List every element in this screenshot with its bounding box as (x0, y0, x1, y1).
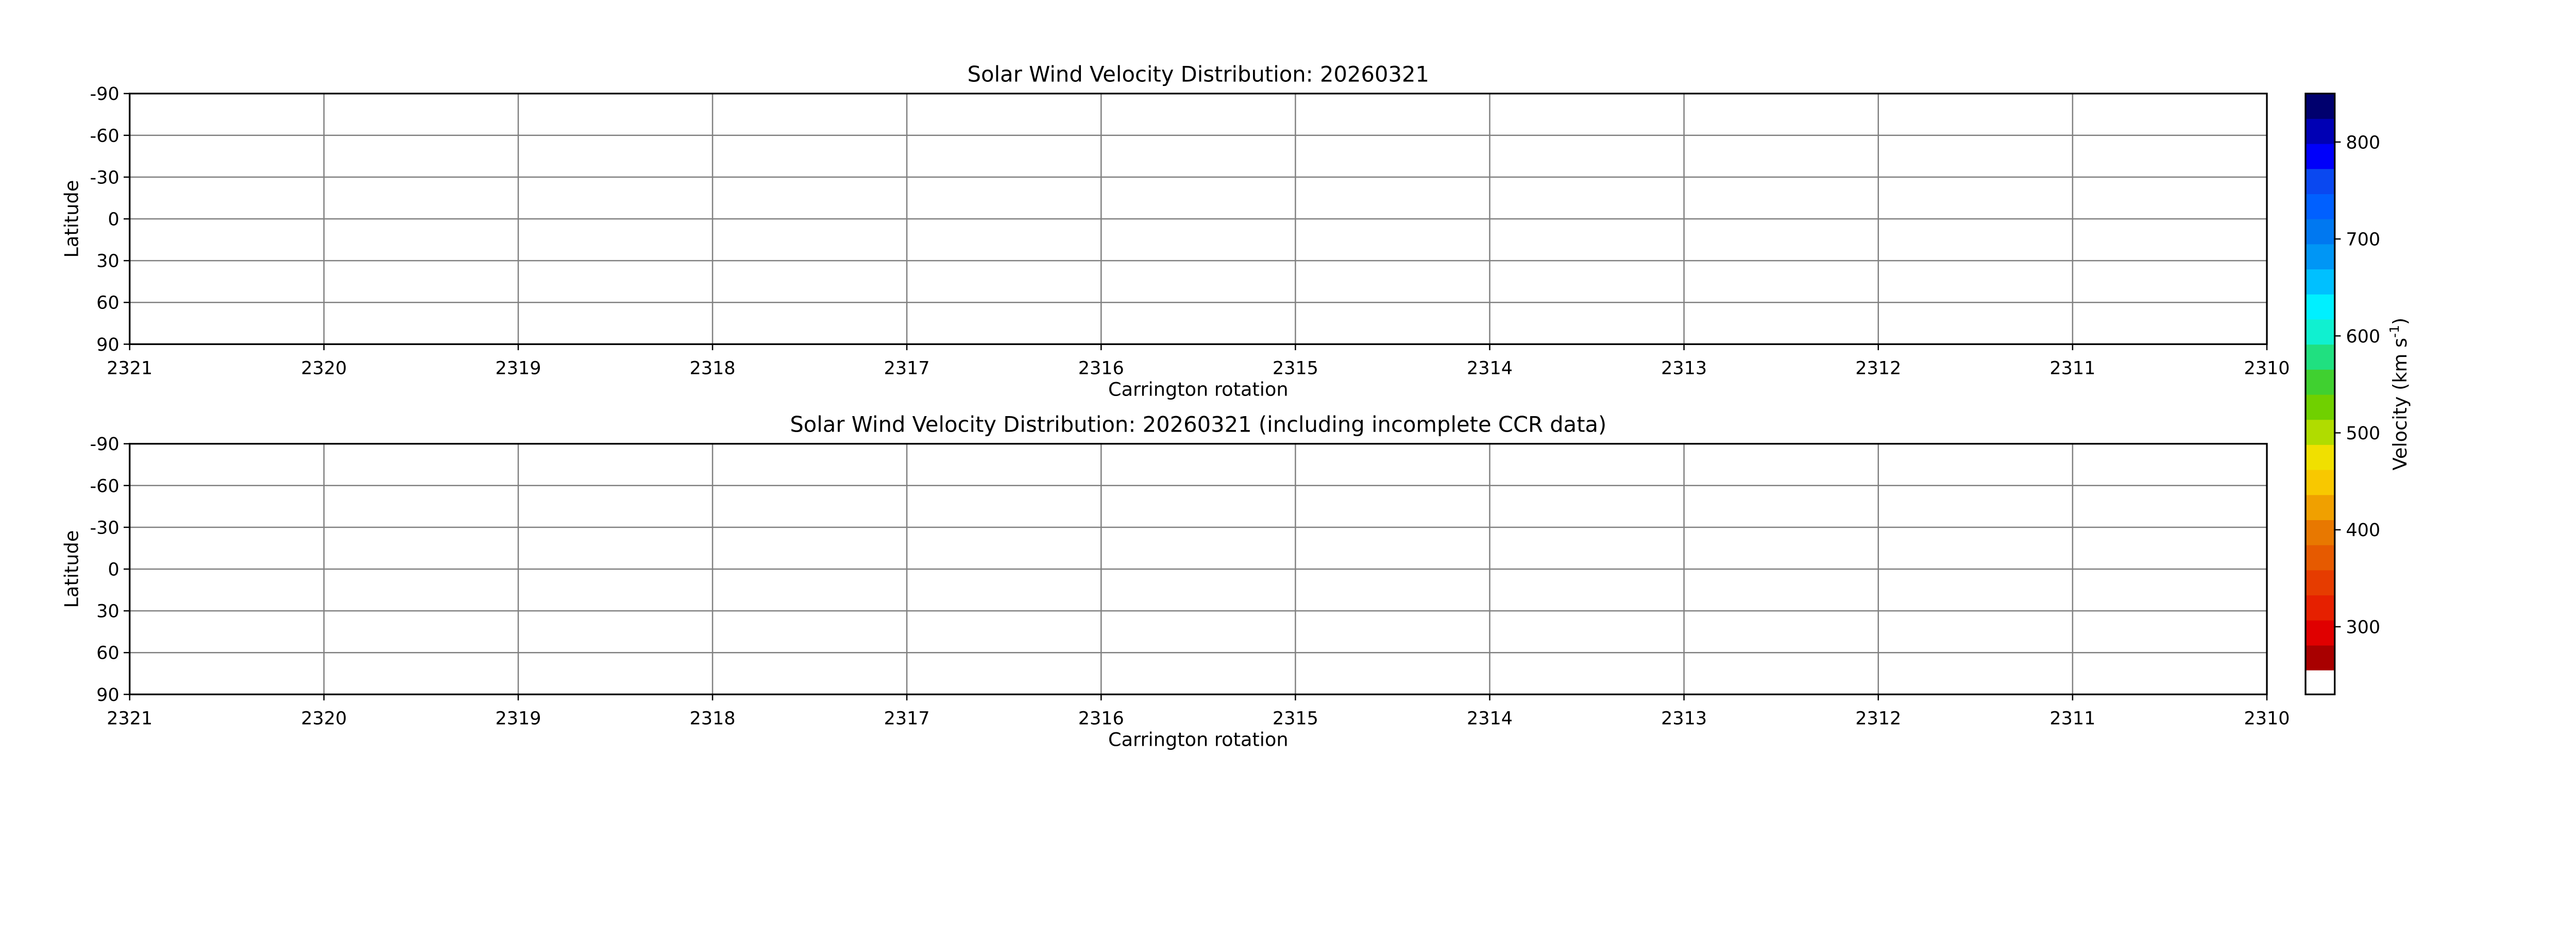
colorbar-bin (2306, 620, 2335, 646)
y-tick-label: -90 (90, 84, 119, 105)
colorbar-label-end: ) (2389, 318, 2411, 325)
x-tick-label: 2314 (1467, 358, 1513, 379)
x-tick-label: 2311 (2049, 709, 2095, 729)
colorbar-tick-label: 300 (2346, 617, 2380, 638)
colorbar-bin (2306, 645, 2335, 671)
x-tick-label: 2314 (1467, 709, 1513, 729)
colorbar-bin (2306, 244, 2335, 270)
y-tick-label: 60 (96, 643, 120, 664)
colorbar-bin (2306, 394, 2335, 420)
x-tick-label: 2320 (301, 709, 347, 729)
x-tick-label: 2310 (2244, 358, 2290, 379)
x-tick-label: 2315 (1273, 709, 1318, 729)
colorbar-bin (2306, 294, 2335, 320)
x-tick-label: 2317 (884, 709, 930, 729)
y-tick-label: 90 (96, 685, 120, 706)
x-tick-label: 2318 (689, 358, 735, 379)
colorbar-bin (2306, 168, 2335, 194)
colorbar-tick-label: 600 (2346, 327, 2380, 347)
colorbar-bin (2306, 520, 2335, 545)
y-tick-label: -60 (90, 126, 119, 146)
x-tick-label: 2310 (2244, 709, 2290, 729)
colorbar-bin (2306, 595, 2335, 621)
colorbar-bin (2306, 369, 2335, 395)
colorbar-bin (2306, 419, 2335, 445)
x-tick-label: 2311 (2049, 358, 2095, 379)
figure: 2321 2320 2319 2318 2317 2316 2315 2314 2313 2312… (61, 61, 2411, 750)
x-axis-label: Carrington rotation (1108, 378, 1289, 400)
colorbar: 300 400 500 600 700 800 Velocity (km s-1) (2304, 93, 2411, 695)
x-tick-label: 2312 (1855, 358, 1901, 379)
colorbar-bin (2306, 344, 2335, 370)
plot-panel-1: 2321 2320 2319 2318 2317 2316 2315 2314 2313 2312… (61, 61, 2290, 400)
colorbar-bin (2306, 319, 2335, 345)
y-tick-label: -30 (90, 167, 119, 188)
colorbar-bin (2306, 194, 2335, 219)
x-tick-label: 2316 (1078, 709, 1124, 729)
colorbar-bin (2306, 144, 2335, 169)
x-tick-label: 2316 (1078, 358, 1124, 379)
chart-title: Solar Wind Velocity Distribution: 202603… (968, 61, 1429, 87)
colorbar-bin (2306, 269, 2335, 295)
x-tick-label: 2318 (689, 709, 735, 729)
colorbar-frame (2304, 93, 2336, 695)
y-tick-label: 30 (96, 602, 120, 622)
x-tick-label: 2315 (1273, 358, 1318, 379)
colorbar-label: Velocity (km s-1) (2387, 318, 2411, 471)
chart-title: Solar Wind Velocity Distribution: 202603… (790, 411, 1606, 437)
x-tick-label: 2312 (1855, 709, 1901, 729)
x-tick-label: 2320 (301, 358, 347, 379)
y-tick-label: -30 (90, 518, 119, 538)
colorbar-tick-label: 400 (2346, 520, 2380, 541)
x-tick-label: 2319 (495, 358, 541, 379)
y-tick-label: 0 (108, 210, 119, 230)
x-tick-label: 2321 (107, 358, 152, 379)
y-tick-label: 30 (96, 251, 120, 272)
colorbar-label-exponent: -1 (2387, 325, 2402, 338)
x-tick-label: 2313 (1661, 709, 1707, 729)
x-tick-label: 2321 (107, 709, 152, 729)
x-axis-label: Carrington rotation (1108, 728, 1289, 750)
colorbar-bin (2306, 93, 2335, 119)
colorbar-tick-label: 700 (2346, 230, 2380, 250)
colorbar-bin (2306, 570, 2335, 596)
y-axis-label: Latitude (61, 180, 83, 258)
colorbar-bin (2306, 470, 2335, 495)
colorbar-bin (2306, 444, 2335, 470)
plot-panel-2: 2321 2320 2319 2318 2317 2316 2315 2314 2313 2312… (61, 411, 2290, 750)
colorbar-bin (2306, 118, 2335, 144)
y-tick-label: -60 (90, 476, 119, 496)
y-tick-label: 0 (108, 560, 119, 580)
plot-frame (129, 93, 2268, 345)
colorbar-bin (2306, 545, 2335, 571)
plot-frame (129, 443, 2268, 695)
y-axis-label: Latitude (61, 530, 83, 608)
x-tick-label: 2319 (495, 709, 541, 729)
colorbar-bin (2306, 494, 2335, 520)
colorbar-label-text: Velocity (km s (2389, 338, 2411, 470)
y-tick-label: 90 (96, 335, 120, 355)
colorbar-bin (2306, 219, 2335, 245)
y-tick-label: 60 (96, 293, 120, 314)
colorbar-under-bin (2306, 670, 2335, 695)
x-tick-label: 2313 (1661, 358, 1707, 379)
x-tick-label: 2317 (884, 358, 930, 379)
y-tick-label: -90 (90, 434, 119, 455)
colorbar-tick-label: 500 (2346, 423, 2380, 444)
colorbar-tick-label: 800 (2346, 132, 2380, 153)
